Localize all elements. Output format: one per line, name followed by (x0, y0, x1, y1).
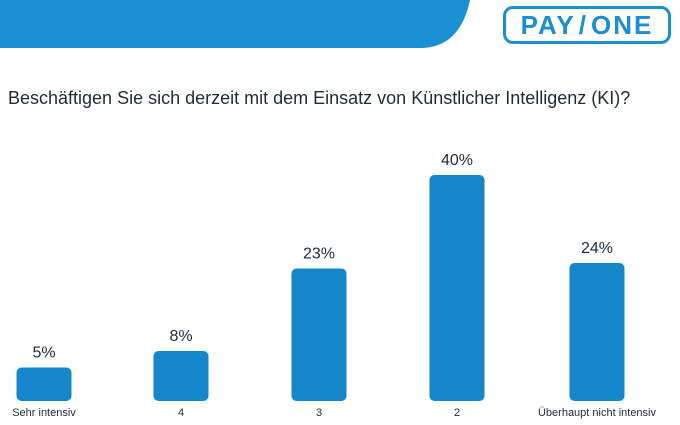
data-label-5: 24% (581, 240, 613, 257)
bar-5 (569, 263, 625, 401)
logo-text-one: ONE (591, 9, 654, 40)
chart-title: Beschäftigen Sie sich derzeit mit dem Ei… (8, 88, 631, 108)
logo-text-pay: PAY (520, 9, 576, 40)
bar-3 (291, 268, 347, 401)
logo-slash-icon: / (578, 9, 589, 40)
category-label-2: 4 (178, 407, 184, 419)
payone-logo: PAY / ONE (503, 6, 671, 44)
bar-chart: 5% Sehr intensiv 8% 4 23% 3 40% 2 24% Überhaupt n… (12, 152, 657, 419)
data-label-4: 40% (441, 152, 473, 169)
category-label-5: Überhaupt nicht intensiv (538, 407, 657, 419)
data-label-1: 5% (32, 345, 55, 362)
bar-4 (429, 175, 485, 401)
category-label-1: Sehr intensiv (12, 407, 76, 419)
category-label-3: 3 (316, 407, 322, 419)
header-band (0, 0, 470, 48)
bar-1 (16, 367, 72, 401)
data-label-3: 23% (303, 246, 335, 263)
category-label-4: 2 (454, 407, 460, 419)
data-label-2: 8% (169, 328, 192, 345)
bar-2 (153, 351, 209, 401)
